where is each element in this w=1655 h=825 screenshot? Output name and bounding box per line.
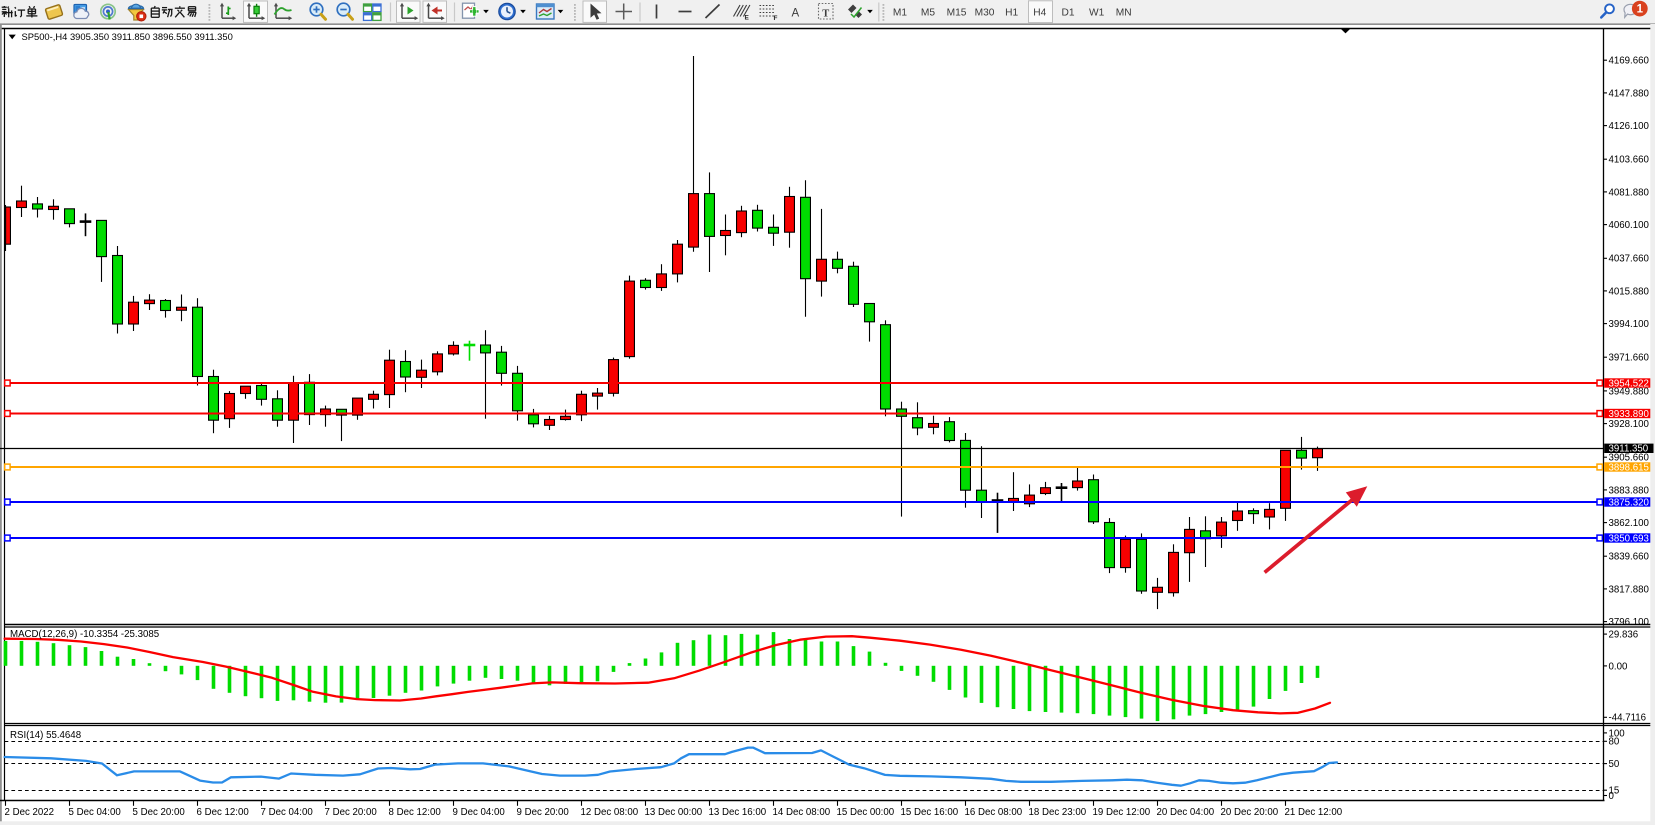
svg-text:3883.880: 3883.880	[1609, 485, 1650, 496]
svg-text:80: 80	[1609, 737, 1620, 748]
svg-text:15: 15	[1609, 786, 1620, 797]
svg-text:4060.100: 4060.100	[1609, 220, 1650, 231]
svg-text:3911.350: 3911.350	[1609, 444, 1649, 455]
svg-text:3850.693: 3850.693	[1609, 533, 1649, 544]
svg-text:3933.890: 3933.890	[1609, 409, 1650, 420]
svg-text:W1: W1	[1089, 7, 1105, 18]
svg-text:6 Dec 12:00: 6 Dec 12:00	[197, 807, 250, 818]
svg-text:5 Dec 04:00: 5 Dec 04:00	[69, 807, 122, 818]
svg-text:H4: H4	[1033, 7, 1046, 18]
svg-text:RSI(14) 55.4648: RSI(14) 55.4648	[10, 730, 81, 741]
svg-text:3796.100: 3796.100	[1609, 617, 1650, 628]
svg-text:13 Dec 00:00: 13 Dec 00:00	[645, 807, 703, 818]
svg-text:20 Dec 04:00: 20 Dec 04:00	[1157, 807, 1215, 818]
svg-text:2 Dec 2022: 2 Dec 2022	[5, 807, 55, 818]
svg-text:3839.660: 3839.660	[1609, 552, 1650, 563]
svg-text:15 Dec 16:00: 15 Dec 16:00	[901, 807, 959, 818]
svg-text:3898.615: 3898.615	[1609, 462, 1649, 473]
svg-text:13 Dec 16:00: 13 Dec 16:00	[709, 807, 767, 818]
svg-text:3971.660: 3971.660	[1609, 353, 1650, 364]
svg-text:M1: M1	[893, 7, 907, 18]
svg-text:4081.880: 4081.880	[1609, 187, 1650, 198]
svg-text:3862.100: 3862.100	[1609, 518, 1650, 529]
svg-text:15 Dec 00:00: 15 Dec 00:00	[837, 807, 895, 818]
svg-text:4015.880: 4015.880	[1609, 286, 1650, 297]
svg-text:100: 100	[1609, 728, 1626, 739]
svg-text:SP500-,H4 3905.350 3911.850 3: SP500-,H4 3905.350 3911.850 3896.550 391…	[22, 31, 233, 42]
svg-text:3817.880: 3817.880	[1609, 584, 1650, 595]
svg-text:21 Dec 12:00: 21 Dec 12:00	[1285, 807, 1343, 818]
svg-text:MACD(12,26,9) -10.3354 -25.308: MACD(12,26,9) -10.3354 -25.3085	[10, 629, 159, 640]
svg-text:29.836: 29.836	[1609, 630, 1639, 641]
svg-text:F: F	[774, 15, 778, 22]
svg-text:8 Dec 12:00: 8 Dec 12:00	[389, 807, 442, 818]
svg-text:20 Dec 20:00: 20 Dec 20:00	[1221, 807, 1279, 818]
svg-text:3994.100: 3994.100	[1609, 319, 1650, 330]
svg-text:A: A	[792, 8, 800, 20]
svg-text:3954.522: 3954.522	[1609, 378, 1649, 389]
svg-text:5 Dec 20:00: 5 Dec 20:00	[133, 807, 186, 818]
svg-text:0: 0	[1609, 791, 1615, 802]
svg-text:4126.100: 4126.100	[1609, 121, 1650, 132]
svg-text:M5: M5	[921, 7, 935, 18]
svg-text:4103.660: 4103.660	[1609, 155, 1650, 166]
svg-text:3875.320: 3875.320	[1609, 497, 1650, 508]
svg-text:D1: D1	[1061, 7, 1074, 18]
svg-text:3928.100: 3928.100	[1609, 419, 1650, 430]
svg-text:4169.660: 4169.660	[1609, 56, 1650, 67]
svg-text:7 Dec 20:00: 7 Dec 20:00	[325, 807, 378, 818]
svg-text:E: E	[745, 15, 750, 22]
svg-text:18 Dec 23:00: 18 Dec 23:00	[1029, 807, 1087, 818]
svg-text:19 Dec 12:00: 19 Dec 12:00	[1093, 807, 1151, 818]
svg-text:M30: M30	[975, 7, 995, 18]
svg-text:-44.7116: -44.7116	[1609, 713, 1647, 724]
svg-text:4037.660: 4037.660	[1609, 254, 1650, 265]
svg-text:12 Dec 08:00: 12 Dec 08:00	[581, 807, 639, 818]
svg-text:7 Dec 04:00: 7 Dec 04:00	[261, 807, 314, 818]
svg-text:H1: H1	[1005, 7, 1018, 18]
svg-text:50: 50	[1609, 759, 1620, 770]
svg-text:4147.880: 4147.880	[1609, 88, 1650, 99]
svg-text:9 Dec 04:00: 9 Dec 04:00	[453, 807, 506, 818]
svg-text:3949.880: 3949.880	[1609, 386, 1650, 397]
svg-text:M15: M15	[947, 7, 967, 18]
svg-text:9 Dec 20:00: 9 Dec 20:00	[517, 807, 570, 818]
svg-text:3905.660: 3905.660	[1609, 453, 1650, 464]
svg-text:1: 1	[1637, 4, 1644, 16]
svg-text:T: T	[822, 8, 829, 19]
svg-text:MN: MN	[1116, 7, 1132, 18]
svg-text:0.00: 0.00	[1609, 661, 1628, 672]
svg-text:16 Dec 08:00: 16 Dec 08:00	[965, 807, 1023, 818]
svg-text:14 Dec 08:00: 14 Dec 08:00	[773, 807, 831, 818]
